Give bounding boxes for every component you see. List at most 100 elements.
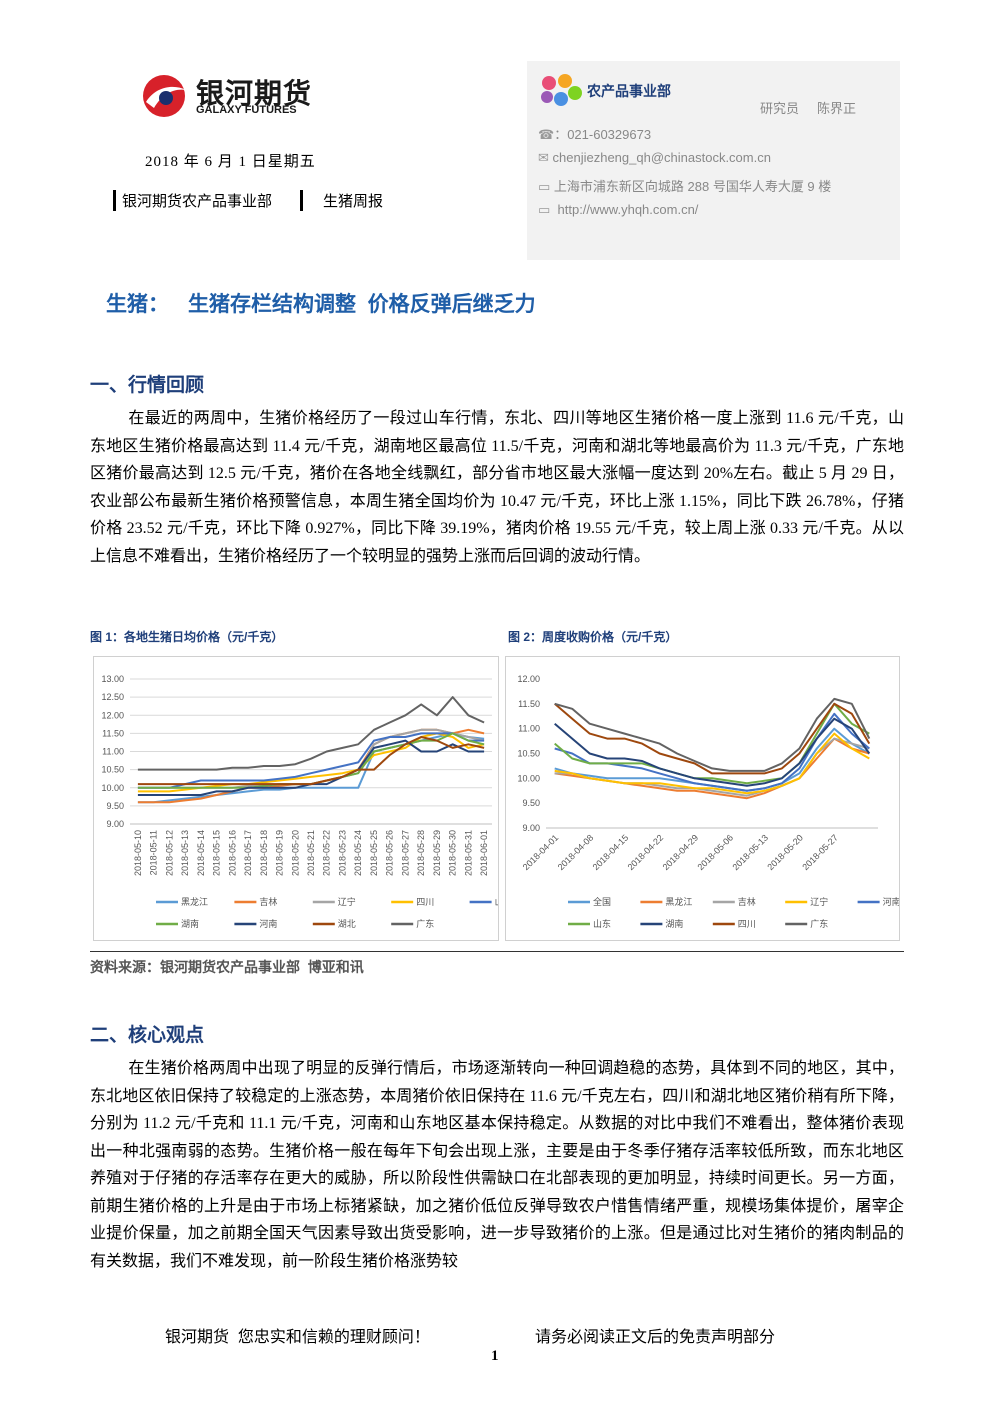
x-tick-label: 2018-05-25 [369, 830, 379, 876]
y-tick-label: 11.50 [518, 699, 540, 709]
section-heading: 二、核心观点 [90, 1025, 205, 1046]
y-tick-label: 9.00 [522, 823, 540, 833]
x-tick-label: 2018-05-28 [416, 830, 426, 876]
dept-logo [541, 74, 582, 106]
y-tick-label: 11.50 [102, 728, 124, 738]
x-tick-label: 2018-05-15 [212, 830, 222, 876]
legend-label: 吉林 [738, 896, 756, 907]
x-tick-label: 2018-04-22 [626, 833, 666, 873]
date: 2018 年 6 月 1 日星期五 [145, 154, 316, 170]
section-heading: 一、行情回顾 [90, 375, 205, 396]
legend-label: 吉林 [259, 896, 277, 907]
x-tick-label: 2018-05-23 [337, 830, 347, 876]
logo-mark [143, 75, 186, 117]
x-tick-label: 2018-05-19 [275, 830, 285, 876]
title-lead: 生猪： [106, 293, 169, 316]
legend-label: 河南 [883, 896, 899, 907]
legend-label: 湖北 [338, 919, 356, 929]
chart: 9.00 9.50 10.00 10.50 11.00 11.50 12.00 12.50 13… [101, 674, 512, 929]
legend-label: 山东 [495, 896, 498, 907]
legend-label: 黑龙江 [665, 896, 692, 907]
x-tick-label: 2018-05-12 [164, 830, 174, 876]
footer-slogan: 银河期货 您忠实和信赖的理财顾问！ [165, 1329, 430, 1346]
legend-label: 山东 [593, 918, 611, 929]
title: 生猪存栏结构调整 价格反弹后继乏力 [188, 293, 536, 316]
y-tick-label: 13.00 [101, 674, 124, 684]
legend-label: 河南 [259, 918, 277, 929]
series-line [554, 732, 870, 795]
series-line [554, 717, 871, 787]
legend-label: 广东 [810, 918, 828, 929]
series-line [554, 697, 871, 772]
figure-caption: 图 1：各地生猪日均价格（元/千克） [90, 630, 284, 644]
y-tick-label: 11.00 [518, 724, 540, 734]
x-tick-label: 2018-05-24 [353, 830, 363, 876]
researcher: 陈界正 [817, 101, 857, 116]
legend-label: 四川 [738, 919, 756, 929]
department: 银河期货农产品事业部 [113, 190, 272, 211]
x-tick-label: 2018-05-13 [180, 830, 190, 876]
x-tick-label: 2018-05-14 [196, 830, 206, 876]
x-tick-label: 2018-05-06 [695, 833, 735, 873]
x-tick-label: 2018-05-27 [400, 830, 410, 876]
y-tick-label: 11.00 [102, 747, 124, 757]
chart: 9.00 9.50 10.00 10.50 11.00 11.50 12.00 2018-04… [517, 674, 900, 929]
x-tick-label: 2018-05-18 [259, 830, 269, 876]
y-tick-label: 9.00 [106, 819, 124, 829]
x-tick-label: 2018-05-10 [133, 830, 143, 876]
x-tick-label: 2018-05-16 [227, 830, 237, 876]
x-tick-label: 2018-05-29 [432, 830, 442, 876]
phone: ：021-60329673 [554, 127, 652, 142]
x-tick-label: 2018-05-30 [448, 830, 458, 876]
paragraph: 在最近的两周中，生猪价格经历了一段过山车行情，东北、四川等地区生猪价格一度上涨到… [90, 410, 904, 565]
figure-caption: 图 2：周度收购价格（元/千克） [508, 630, 678, 644]
contact-box: 农产品事业部 研究员 陈界正 ☎：021-60329673 ✉ chenjiez… [527, 61, 900, 260]
x-tick-label: 2018-04-01 [521, 833, 561, 873]
y-tick-label: 12.00 [101, 710, 124, 720]
company-en: GALAXY FUTURES [196, 104, 297, 116]
legend-label: 四川 [416, 897, 434, 907]
x-tick-label: 2018-05-26 [385, 830, 395, 876]
x-tick-label: 2018-05-21 [306, 830, 316, 876]
x-tick-label: 2018-05-27 [800, 833, 840, 873]
series-line [137, 732, 485, 789]
x-tick-label: 2018-05-11 [149, 830, 159, 875]
y-tick-label: 10.00 [101, 783, 124, 793]
series-line [137, 732, 485, 789]
x-tick-label: 2018-04-15 [591, 833, 631, 873]
x-tick-label: 2018-05-31 [463, 830, 473, 876]
series-line [137, 736, 485, 786]
legend-label: 辽宁 [810, 896, 828, 907]
y-tick-label: 9.50 [522, 798, 540, 808]
x-tick-label: 2018-05-20 [765, 833, 805, 873]
page-number: 1 [491, 1348, 499, 1364]
y-tick-label: 12.50 [101, 692, 124, 702]
legend-label: 全国 [593, 896, 611, 907]
dept-name: 农产品事业部 [587, 83, 671, 99]
y-tick-label: 10.50 [101, 765, 124, 775]
series-line [137, 732, 485, 804]
paragraph: 在生猪价格两周中出现了明显的反弹行情后，市场逐渐转向一种回调趋稳的态势，具体到不… [90, 1060, 904, 1270]
legend-label: 辽宁 [338, 896, 356, 907]
email: chenjiezheng_qh@chinastock.com.cn [552, 150, 771, 165]
x-tick-label: 2018-04-29 [661, 833, 701, 873]
role: 研究员 [760, 101, 800, 116]
x-tick-label: 2018-06-01 [479, 830, 489, 876]
y-tick-label: 10.50 [517, 749, 540, 759]
legend-label: 黑龙江 [181, 896, 208, 907]
url[interactable]: http://www.yhqh.com.cn/ [557, 202, 699, 217]
report-type: 生猪周报 [300, 190, 383, 211]
y-tick-label: 12.00 [517, 674, 540, 684]
legend-label: 湖南 [665, 918, 683, 929]
source: 资料来源：银河期货农产品事业部 博亚和讯 [90, 959, 364, 975]
footer-disclaimer: 请务必阅读正文后的免责声明部分 [535, 1329, 776, 1346]
company: 银河期货 [196, 78, 313, 109]
x-tick-label: 2018-04-08 [556, 833, 596, 873]
series-line [137, 696, 485, 771]
x-tick-label: 2018-05-13 [730, 833, 770, 873]
x-tick-label: 2018-05-20 [290, 830, 300, 876]
legend-label: 湖南 [181, 918, 199, 929]
x-tick-label: 2018-05-17 [243, 830, 253, 876]
y-tick-label: 10.00 [517, 773, 540, 783]
